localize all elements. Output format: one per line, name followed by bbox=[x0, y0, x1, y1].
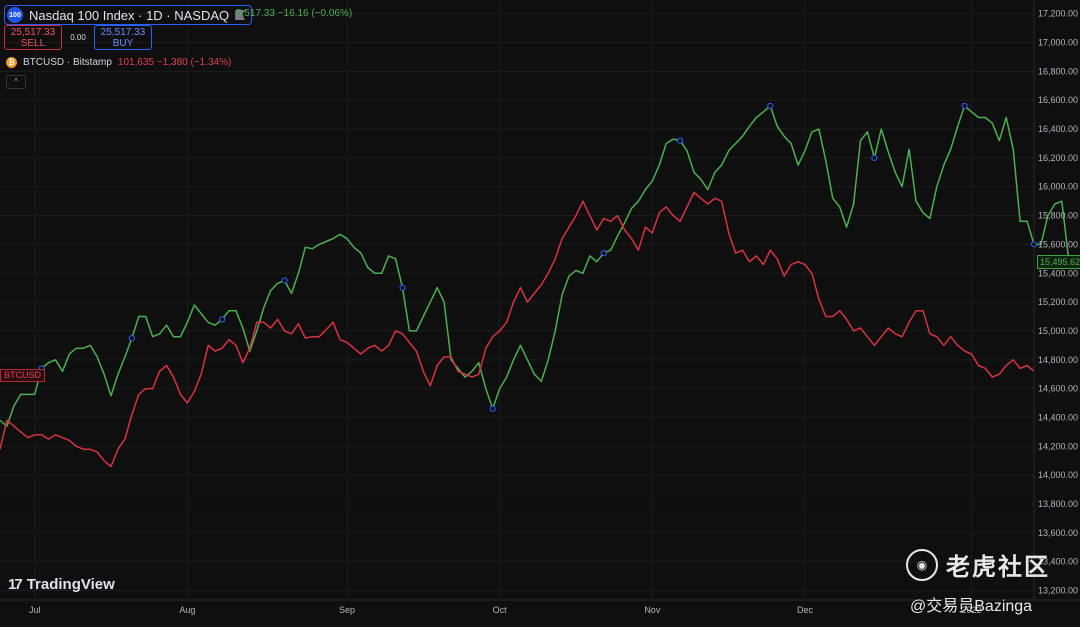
nasdaq-logo-icon: 100 bbox=[7, 7, 23, 23]
compare-legend[interactable]: ₿ BTCUSD · Bitstamp 101,635 −1,380 (−1.3… bbox=[6, 57, 231, 68]
x-tick-label: Oct bbox=[493, 605, 508, 615]
trade-panel: 25,517.33 SELL 0.00 25,517.33 BUY bbox=[4, 25, 152, 50]
x-tick-label: Aug bbox=[179, 605, 195, 615]
watermark-name: 老虎社区 bbox=[946, 554, 1050, 581]
y-tick-label: 13,800.00 bbox=[1038, 499, 1078, 509]
y-tick-label: 16,400.00 bbox=[1038, 124, 1078, 134]
y-tick-label: 15,200.00 bbox=[1038, 297, 1078, 307]
tradingview-logo: 17 TradingView bbox=[8, 576, 115, 593]
x-tick-label: 2022 bbox=[962, 605, 982, 615]
spread-value: 0.00 bbox=[70, 33, 86, 42]
nasdaq-series-line bbox=[0, 105, 1070, 427]
bitcoin-icon: ₿ bbox=[6, 57, 17, 68]
compare-title: BTCUSD · Bitstamp bbox=[23, 57, 112, 68]
watermark: ◉ 老虎社区 bbox=[906, 547, 1050, 582]
series-marker bbox=[281, 277, 288, 284]
y-tick-label: 14,400.00 bbox=[1038, 412, 1078, 422]
sell-price: 25,517.33 bbox=[10, 27, 56, 38]
y-tick-label: 17,000.00 bbox=[1038, 38, 1078, 48]
y-tick-label: 15,000.00 bbox=[1038, 326, 1078, 336]
series-marker bbox=[399, 284, 406, 291]
y-tick-label: 13,200.00 bbox=[1038, 585, 1078, 595]
tradingview-mark-icon: 17 bbox=[8, 576, 23, 593]
series-marker bbox=[600, 249, 607, 257]
symbol-price: 5,517.33 −16.16 (−0.06%) bbox=[236, 8, 353, 19]
chart-grid bbox=[0, 0, 1034, 600]
sell-label: SELL bbox=[20, 38, 46, 49]
y-tick-label: 13,600.00 bbox=[1038, 528, 1078, 538]
y-tick-label: 15,600.00 bbox=[1038, 239, 1078, 249]
symbol-header[interactable]: 100 Nasdaq 100 Index · 1D · NASDAQ bbox=[4, 5, 253, 25]
tradingview-wordmark: TradingView bbox=[26, 576, 115, 593]
chart-series bbox=[0, 102, 1070, 468]
series-marker bbox=[676, 137, 684, 144]
y-tick-label: 15,400.00 bbox=[1038, 268, 1078, 278]
tiger-icon: ◉ bbox=[906, 548, 938, 581]
collapse-legend-button[interactable]: ^ bbox=[6, 75, 26, 89]
y-tick-label: 14,600.00 bbox=[1038, 384, 1078, 394]
watermark-user: @交易员Bazinga bbox=[910, 598, 1033, 615]
y-tick-label: 14,200.00 bbox=[1038, 441, 1078, 451]
series-marker bbox=[871, 154, 878, 161]
sell-button[interactable]: 25,517.33 SELL bbox=[4, 25, 62, 50]
series-marker bbox=[489, 405, 496, 412]
series-marker bbox=[961, 102, 968, 110]
y-tick-label: 14,000.00 bbox=[1038, 470, 1078, 480]
y-tick-label: 15,800.00 bbox=[1038, 211, 1078, 221]
compare-series-tag: BTCUSD bbox=[0, 369, 46, 382]
series-marker bbox=[218, 316, 226, 323]
x-tick-label: Sep bbox=[339, 605, 355, 615]
last-price-tag: 15,495.62 bbox=[1037, 255, 1080, 269]
buy-price: 25,517.33 bbox=[100, 27, 146, 38]
buy-button[interactable]: 25,517.33 BUY bbox=[94, 25, 152, 50]
y-tick-label: 14,800.00 bbox=[1038, 355, 1078, 365]
compare-price: 101,635 −1,380 (−1.34%) bbox=[117, 57, 232, 68]
series-marker bbox=[767, 102, 774, 110]
x-tick-label: Nov bbox=[644, 605, 661, 615]
y-tick-label: 16,200.00 bbox=[1038, 153, 1078, 163]
x-tick-label: Jul bbox=[29, 605, 41, 615]
y-tick-label: 16,800.00 bbox=[1038, 66, 1078, 76]
y-tick-label: 13,400.00 bbox=[1038, 557, 1078, 567]
series-marker bbox=[128, 335, 135, 342]
x-tick-label: Dec bbox=[797, 605, 814, 615]
btc-series-line bbox=[0, 191, 1035, 468]
y-tick-label: 17,200.00 bbox=[1038, 9, 1078, 19]
symbol-title[interactable]: Nasdaq 100 Index · 1D · NASDAQ bbox=[29, 7, 230, 23]
buy-label: BUY bbox=[112, 38, 134, 49]
y-tick-label: 16,600.00 bbox=[1038, 95, 1078, 105]
y-tick-label: 16,000.00 bbox=[1038, 182, 1078, 192]
flag-icon[interactable] bbox=[235, 10, 246, 20]
